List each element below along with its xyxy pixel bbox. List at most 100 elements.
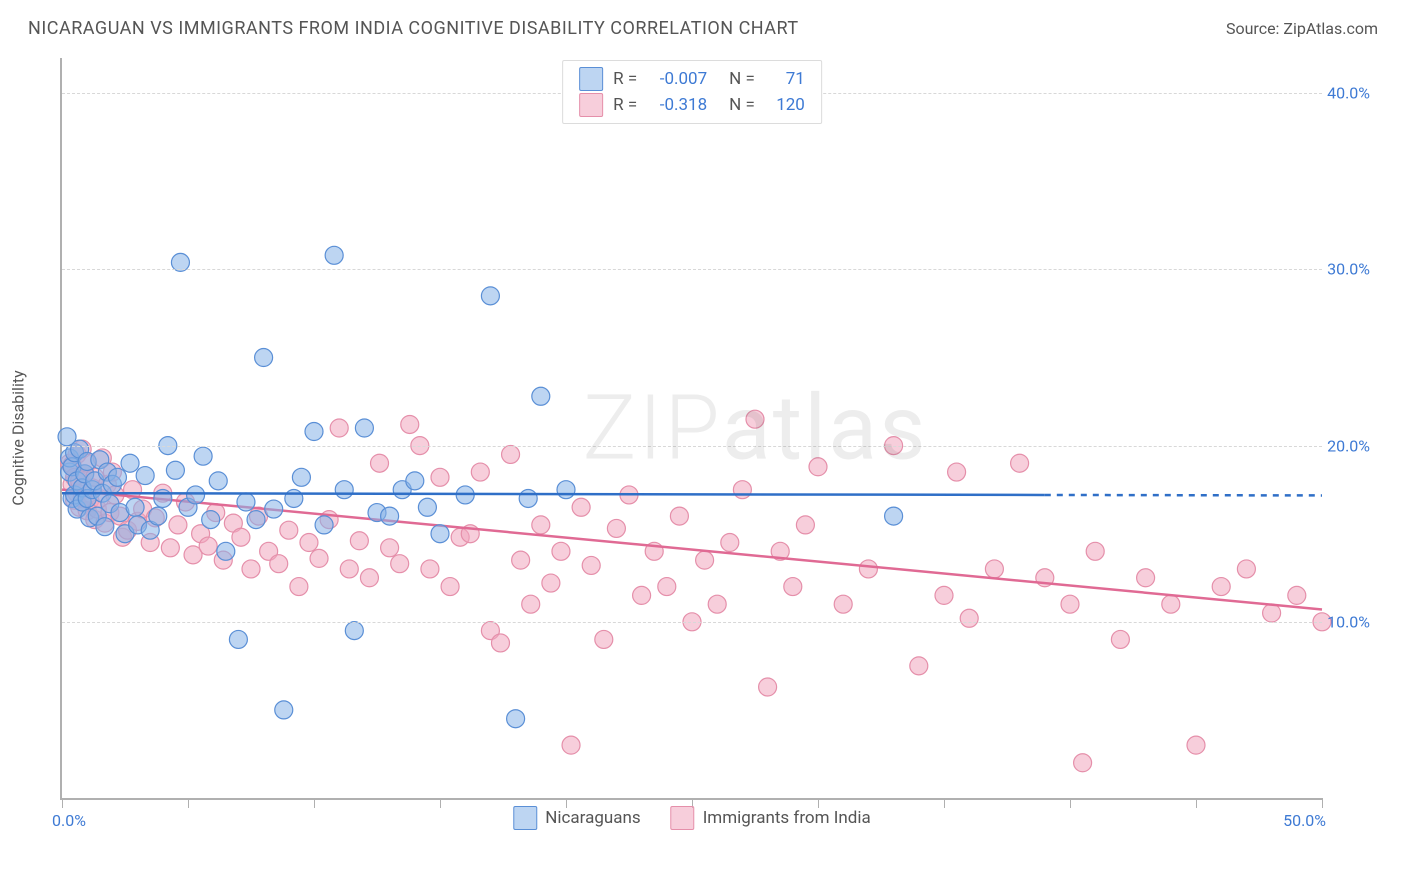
data-point (169, 516, 187, 534)
y-tick-label: 40.0% (1327, 84, 1370, 103)
data-point (658, 578, 676, 596)
data-point (340, 560, 358, 578)
data-point (232, 528, 250, 546)
data-point (350, 532, 368, 550)
x-axis-max-label: 50.0% (1283, 811, 1326, 830)
legend-item: Nicaraguans (513, 806, 640, 830)
y-tick-label: 10.0% (1327, 612, 1370, 631)
grid-line (62, 622, 1322, 623)
data-point (834, 595, 852, 613)
data-point (136, 467, 154, 485)
data-point (325, 246, 343, 264)
data-point (209, 472, 227, 490)
data-point (187, 486, 205, 504)
plot-svg (62, 58, 1322, 798)
data-point (859, 560, 877, 578)
data-point (275, 701, 293, 719)
data-point (305, 423, 323, 441)
data-point (532, 516, 550, 534)
data-point (532, 387, 550, 405)
data-point (582, 556, 600, 574)
data-point (149, 507, 167, 525)
data-point (633, 586, 651, 604)
n-value: 71 (765, 69, 805, 89)
data-point (217, 542, 235, 560)
data-point (1212, 578, 1230, 596)
data-point (512, 551, 530, 569)
source-prefix: Source: (1226, 19, 1283, 38)
data-point (960, 609, 978, 627)
data-point (229, 630, 247, 648)
n-label: N = (729, 95, 755, 115)
data-point (696, 551, 714, 569)
r-value: -0.318 (647, 95, 707, 115)
data-point (552, 542, 570, 560)
data-point (1137, 569, 1155, 587)
data-point (270, 555, 288, 573)
data-point (557, 481, 575, 499)
data-point (247, 511, 265, 529)
data-point (441, 578, 459, 596)
data-point (194, 447, 212, 465)
data-point (507, 710, 525, 728)
legend-swatch (513, 806, 537, 830)
n-value: 120 (765, 95, 805, 115)
legend-label: Nicaraguans (545, 808, 640, 828)
data-point (381, 539, 399, 557)
data-point (360, 569, 378, 587)
data-point (126, 498, 144, 516)
data-point (202, 511, 220, 529)
data-point (670, 507, 688, 525)
x-tick (62, 798, 63, 808)
data-point (381, 507, 399, 525)
data-point (265, 500, 283, 518)
x-tick (1322, 798, 1323, 808)
data-point (519, 489, 537, 507)
x-tick (314, 798, 315, 808)
data-point (607, 519, 625, 537)
data-point (96, 518, 114, 536)
r-label: R = (613, 69, 637, 89)
legend-row: R = -0.318 N = 120 (579, 93, 805, 117)
x-tick (440, 798, 441, 808)
legend-item: Immigrants from India (671, 806, 871, 830)
data-point (292, 468, 310, 486)
r-label: R = (613, 95, 637, 115)
data-point (471, 463, 489, 481)
data-point (1086, 542, 1104, 560)
data-point (885, 507, 903, 525)
data-point (237, 493, 255, 511)
data-point (421, 560, 439, 578)
chart-container: Cognitive Disability R =-0.007N =71R =-0… (60, 58, 1360, 818)
data-point (121, 454, 139, 472)
data-point (595, 630, 613, 648)
data-point (491, 634, 509, 652)
data-point (371, 454, 389, 472)
data-point (1187, 736, 1205, 754)
data-point (1011, 454, 1029, 472)
y-tick-label: 30.0% (1327, 260, 1370, 279)
data-point (935, 586, 953, 604)
data-point (733, 481, 751, 499)
x-tick (1196, 798, 1197, 808)
data-point (1074, 754, 1092, 772)
data-point (562, 736, 580, 754)
data-point (1162, 595, 1180, 613)
chart-title: NICARAGUAN VS IMMIGRANTS FROM INDIA COGN… (28, 18, 799, 39)
data-point (1263, 604, 1281, 622)
data-point (746, 410, 764, 428)
grid-line (62, 446, 1322, 447)
plot-area: R =-0.007N =71R =-0.318N =120 ZIPatlas 1… (60, 58, 1322, 800)
data-point (355, 419, 373, 437)
data-point (242, 560, 260, 578)
y-tick-label: 20.0% (1327, 436, 1370, 455)
data-point (345, 622, 363, 640)
data-point (391, 555, 409, 573)
legend-swatch (579, 93, 603, 117)
x-tick (944, 798, 945, 808)
data-point (481, 287, 499, 305)
data-point (708, 595, 726, 613)
data-point (280, 521, 298, 539)
data-point (330, 419, 348, 437)
legend-swatch (579, 67, 603, 91)
